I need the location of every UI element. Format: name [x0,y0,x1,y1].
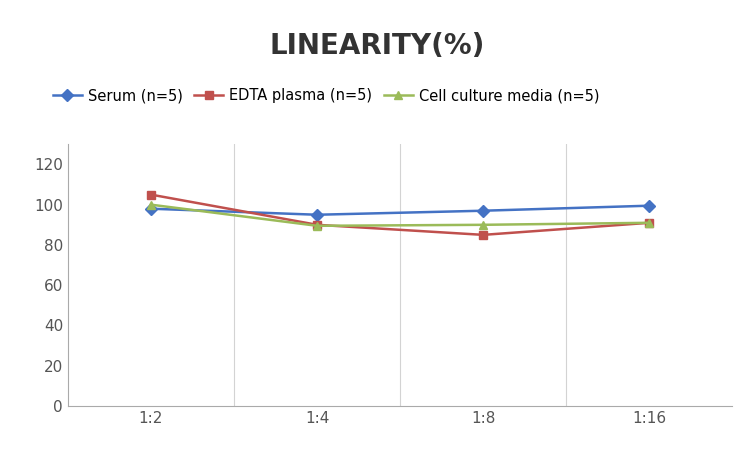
Cell culture media (n=5) [479,222,488,227]
EDTA plasma (n=5) [146,192,156,198]
Serum (n=5) [146,206,156,212]
EDTA plasma (n=5) [479,232,488,238]
Text: LINEARITY(%): LINEARITY(%) [270,32,485,60]
Legend: Serum (n=5), EDTA plasma (n=5), Cell culture media (n=5): Serum (n=5), EDTA plasma (n=5), Cell cul… [53,88,599,103]
EDTA plasma (n=5) [313,222,322,227]
EDTA plasma (n=5) [645,220,654,226]
Cell culture media (n=5) [645,220,654,226]
Cell culture media (n=5) [313,223,322,229]
Line: Cell culture media (n=5): Cell culture media (n=5) [146,201,654,230]
Line: EDTA plasma (n=5): EDTA plasma (n=5) [146,190,654,239]
Line: Serum (n=5): Serum (n=5) [146,202,654,219]
Cell culture media (n=5) [146,202,156,207]
Serum (n=5) [645,203,654,208]
Serum (n=5) [313,212,322,217]
Serum (n=5) [479,208,488,213]
